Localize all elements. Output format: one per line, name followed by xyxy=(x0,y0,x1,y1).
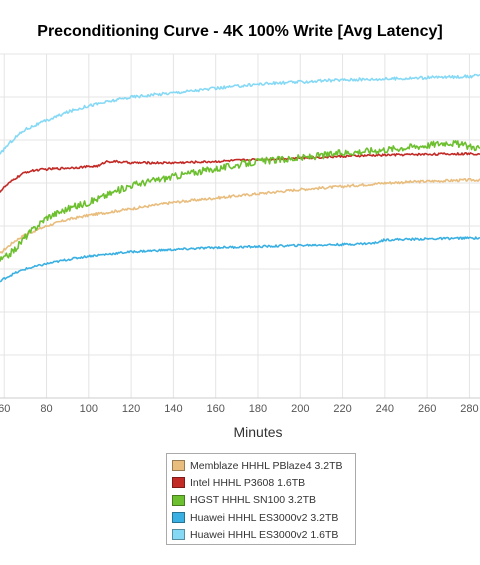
legend-item: Intel HHHL P3608 1.6TB xyxy=(172,474,350,491)
x-tick-label: 280 xyxy=(460,403,478,415)
legend-item: Huawei HHHL ES3000v2 3.2TB xyxy=(172,509,350,526)
x-tick-label: 60 xyxy=(0,403,10,415)
legend-swatch xyxy=(172,494,185,506)
x-tick-label: 260 xyxy=(418,403,436,415)
x-tick-label: 240 xyxy=(376,403,394,415)
x-tick-label: 120 xyxy=(122,403,140,415)
x-tick-label: 100 xyxy=(80,403,98,415)
series-layer xyxy=(0,73,480,283)
legend-label: Huawei HHHL ES3000v2 3.2TB xyxy=(190,511,339,524)
x-tick-label: 160 xyxy=(207,403,225,415)
x-axis-ticks: 60 80 100 120 140 160 180 200 220 240 260 280 xyxy=(0,403,479,415)
legend-label: Huawei HHHL ES3000v2 1.6TB xyxy=(190,528,339,541)
legend-swatch xyxy=(172,512,185,524)
legend-label: Memblaze HHHL PBlaze4 3.2TB xyxy=(190,459,343,472)
x-tick-label: 180 xyxy=(249,403,267,415)
x-tick-label: 220 xyxy=(333,403,351,415)
legend-label: Intel HHHL P3608 1.6TB xyxy=(190,476,306,489)
chart-grid xyxy=(0,53,480,399)
legend-item: Huawei HHHL ES3000v2 1.6TB xyxy=(172,526,350,543)
x-tick-label: 140 xyxy=(164,403,182,415)
series-line xyxy=(0,177,480,254)
chart-title: Preconditioning Curve - 4K 100% Write [A… xyxy=(37,23,442,40)
series-line xyxy=(0,140,480,262)
series-line xyxy=(0,236,480,283)
x-tick-label: 200 xyxy=(291,403,309,415)
legend-swatch xyxy=(172,477,185,489)
series-line xyxy=(0,73,480,155)
x-tick-label: 80 xyxy=(40,403,52,415)
legend-swatch xyxy=(172,529,185,541)
x-axis-label: Minutes xyxy=(233,424,282,440)
legend-label: HGST HHHL SN100 3.2TB xyxy=(190,494,317,507)
legend-item: HGST HHHL SN100 3.2TB xyxy=(172,492,350,509)
legend-swatch xyxy=(172,460,185,472)
chart-legend: Memblaze HHHL PBlaze4 3.2TB Intel HHHL P3… xyxy=(166,453,356,545)
legend-item: Memblaze HHHL PBlaze4 3.2TB xyxy=(172,457,350,474)
series-line xyxy=(0,151,480,193)
